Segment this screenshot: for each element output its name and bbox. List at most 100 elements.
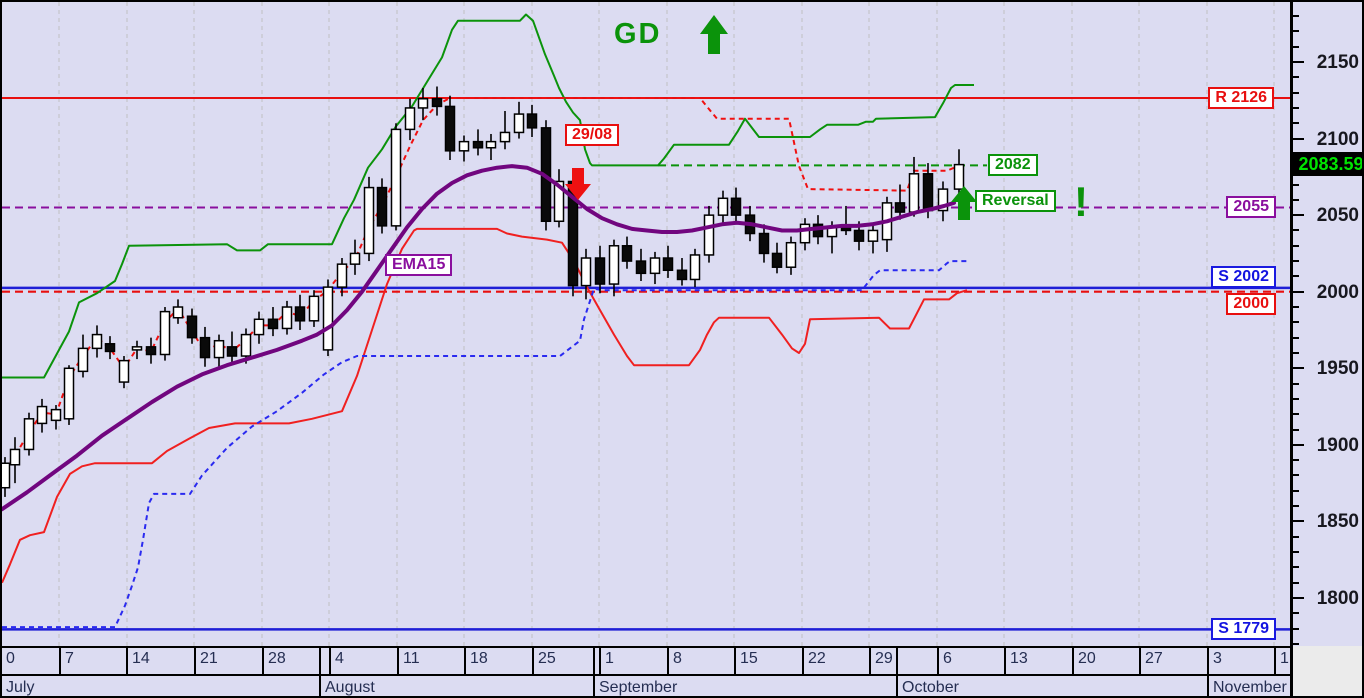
candle-body <box>662 257 674 272</box>
candle-up <box>77 334 89 378</box>
candle-body <box>431 98 443 108</box>
level-2082-tag[interactable]: 2082 <box>988 154 1038 176</box>
candle-down <box>526 104 538 138</box>
candle-body <box>717 197 729 216</box>
level-2000-tag[interactable]: 2000 <box>1226 293 1276 315</box>
candle-up <box>513 101 525 139</box>
minor-tick <box>1293 15 1299 18</box>
reversal-tag[interactable]: Reversal <box>975 190 1056 212</box>
minor-tick <box>1293 321 1299 324</box>
candle-body <box>267 318 279 330</box>
candle-body <box>50 408 62 422</box>
candle-up <box>608 239 620 297</box>
title-trend-arrow <box>700 15 728 54</box>
week-cell <box>319 648 329 674</box>
chart-plot-area[interactable]: GD 29/08 EMA15 2082 Reversal ! R 2126 20… <box>2 2 1290 646</box>
price-tick-label: 2100 <box>1316 128 1359 150</box>
candle-body <box>472 140 484 149</box>
week-cell: 20 <box>1072 648 1139 674</box>
candle-body <box>417 98 429 109</box>
major-tick <box>1293 596 1304 599</box>
minor-tick <box>1293 459 1299 462</box>
candle-body <box>172 306 184 319</box>
pivot-2055-tag[interactable]: 2055 <box>1226 196 1276 218</box>
minor-tick <box>1293 168 1299 171</box>
candle-up <box>36 398 48 433</box>
week-cell: 0 <box>6 650 15 667</box>
week-cell: 11 <box>397 648 464 674</box>
candle-down <box>199 326 211 367</box>
minor-tick <box>1293 122 1299 125</box>
candle-up <box>63 365 75 425</box>
minor-tick <box>1293 152 1299 155</box>
candle-down <box>431 86 443 116</box>
minor-tick <box>1293 505 1299 508</box>
candle-body <box>145 346 157 356</box>
candlestick-chart-canvas[interactable] <box>2 2 1290 646</box>
time-axis[interactable]: 0 7 14 21 28 4 11 18 25 1 8 15 22 29 6 13 20 27 3 1 July Aug… <box>2 646 1290 696</box>
minor-tick <box>1293 535 1299 538</box>
candle-up <box>417 88 429 121</box>
candle-down <box>730 187 742 223</box>
week-cell: 6 <box>937 648 1004 674</box>
week-cell: 8 <box>667 648 734 674</box>
candle-up <box>91 325 103 358</box>
candle-down <box>771 242 783 274</box>
candle-up <box>253 311 265 344</box>
minor-tick <box>1293 275 1299 278</box>
candle-body <box>131 346 143 351</box>
candle-down <box>145 337 157 364</box>
event-date-tag[interactable]: 29/08 <box>565 124 620 146</box>
week-cell: 25 <box>532 648 593 674</box>
week-cell: 3 <box>1207 648 1274 674</box>
candle-body <box>294 306 306 322</box>
upper-band-line <box>2 13 974 379</box>
candle-body <box>23 418 35 451</box>
candle-up <box>458 135 470 162</box>
week-cell: 13 <box>1004 648 1072 674</box>
symbol-title: GD <box>614 18 662 50</box>
candle-body <box>77 347 89 373</box>
candle-down <box>226 331 238 366</box>
candle-body <box>649 257 661 275</box>
candle-body <box>308 295 320 322</box>
minor-tick <box>1293 229 1299 232</box>
minor-tick <box>1293 551 1299 554</box>
candle-up <box>404 98 416 141</box>
candle-down <box>267 307 279 337</box>
minor-tick <box>1293 474 1299 477</box>
candle-body <box>91 333 103 350</box>
candle-body <box>104 343 116 353</box>
minor-tick <box>1293 91 1299 94</box>
major-tick <box>1293 520 1304 523</box>
candle-body <box>253 318 265 336</box>
candle-down <box>104 336 116 360</box>
month-cell: October <box>896 676 1207 696</box>
axis-corner <box>1290 646 1362 696</box>
reversal-exclamation-icon: ! <box>1074 178 1088 225</box>
minor-tick <box>1293 45 1299 48</box>
major-tick <box>1293 61 1304 63</box>
major-tick <box>1293 214 1304 217</box>
price-tick-label: 1900 <box>1316 434 1359 456</box>
resistance-2126-tag[interactable]: R 2126 <box>1208 87 1274 109</box>
month-cell: August <box>319 676 593 696</box>
price-axis[interactable]: 2083.59 2150 2100 2050 2000 1950 1900 1850 1800 <box>1290 2 1362 646</box>
candle-body <box>485 140 497 149</box>
candle-body <box>159 310 171 356</box>
candle-body <box>2 462 11 489</box>
candlesticks <box>2 86 965 497</box>
week-cell: 29 <box>869 648 896 674</box>
minor-tick <box>1293 198 1299 201</box>
candle-body <box>771 252 783 268</box>
candle-body <box>937 188 949 212</box>
week-cell: 21 <box>194 648 262 674</box>
support-1779-tag[interactable]: S 1779 <box>1211 618 1276 640</box>
minor-tick <box>1293 382 1299 385</box>
support-2002-tag[interactable]: S 2002 <box>1211 266 1276 288</box>
candle-body <box>953 163 965 190</box>
candle-down <box>472 129 484 156</box>
candle-body <box>894 202 906 213</box>
ema-indicator-tag[interactable]: EMA15 <box>385 254 453 276</box>
candle-body <box>689 254 701 281</box>
